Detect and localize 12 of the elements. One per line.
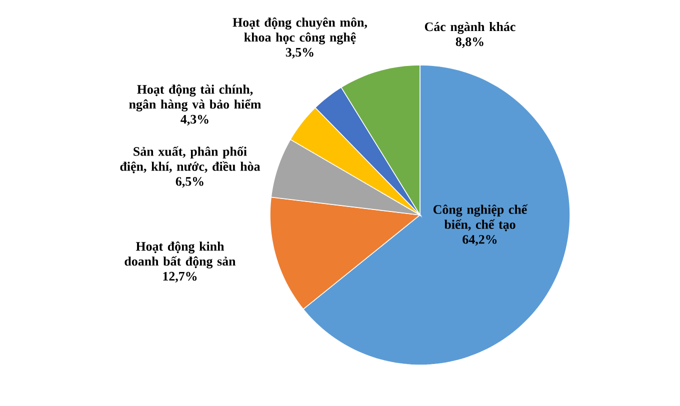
slice-label: Sản xuất, phân phối điện, khí, nước, điều hòa <box>120 146 260 174</box>
slice-label: Hoạt động kinh doanh bất động sản <box>124 241 236 268</box>
slice-label: Hoạt động tài chính, ngân hàng và bảo hiểm <box>129 84 261 112</box>
data-label: 4,3% <box>180 114 208 126</box>
data-label: 6,5% <box>176 177 204 188</box>
slice-label: Các ngành khác <box>424 22 516 34</box>
data-label: 3,5% <box>286 48 314 58</box>
data-label: 12,7% <box>163 272 197 283</box>
slice-label: Công nghiệp chế biến, chế tạo <box>433 204 528 232</box>
data-label: 64,2% <box>462 235 497 246</box>
slice-label: Hoạt động chuyên môn, khoa học công nghệ <box>232 17 367 44</box>
data-label: 8,8% <box>456 37 484 48</box>
